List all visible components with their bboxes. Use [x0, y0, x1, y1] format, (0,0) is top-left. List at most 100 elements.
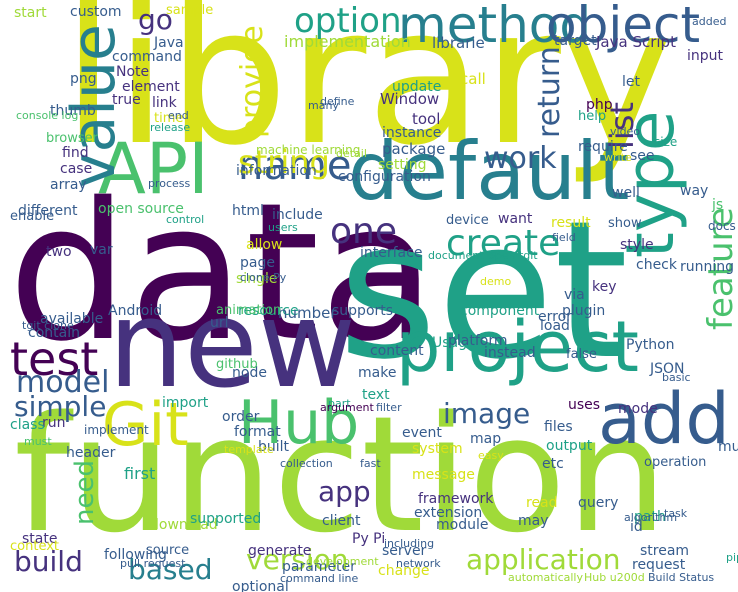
word-plugin: plugin [562, 303, 606, 319]
word-may: may [518, 513, 549, 529]
word-default: default [348, 125, 630, 218]
word-image: image [443, 397, 531, 430]
word-input: input [687, 48, 724, 64]
word-enable: enable [10, 209, 55, 224]
word-thumb: thumb [50, 103, 96, 119]
word-request: request [632, 557, 686, 573]
word-built: built [258, 439, 290, 455]
word-text: text [362, 387, 390, 403]
word-application: application [466, 543, 621, 576]
word-version: version [246, 543, 349, 576]
word-video: video [610, 125, 641, 138]
word-running: running [680, 259, 735, 275]
word-page: page [240, 255, 275, 271]
word-client: client [322, 513, 361, 529]
word-command-line: command line [280, 572, 359, 585]
word-following: following [104, 547, 167, 563]
word-new: new [108, 276, 357, 415]
word-create: create [446, 223, 561, 264]
word-java: Java [154, 35, 184, 51]
word-available: available [40, 311, 104, 327]
word-update: update [392, 79, 442, 95]
word-collection: collection [280, 457, 333, 470]
word-basic: basic [662, 371, 691, 384]
word-filter: filter [376, 401, 402, 414]
word-py-pi: Py Pi [352, 531, 386, 547]
word-python: Python [626, 337, 675, 353]
word-browser: browser [46, 131, 99, 146]
word-hub: Hub [238, 388, 360, 458]
word-window: Window [380, 90, 440, 108]
word-header: header [66, 445, 116, 461]
word-field: field [552, 231, 576, 244]
word-information: information [236, 163, 317, 179]
word-implement: implement [84, 423, 149, 437]
word-java-script: Java Script [596, 33, 676, 51]
word-simple: simple [14, 390, 107, 423]
word-let: let [622, 74, 640, 90]
word-return: return [532, 46, 567, 138]
word-open-tgit: open tgit [488, 249, 538, 262]
word-files: files [544, 419, 573, 435]
word-implementation: implementation [284, 32, 411, 51]
word-source: source [146, 543, 190, 558]
word-easy: easy [478, 449, 504, 462]
word-function: function [14, 381, 668, 568]
word-state: state [22, 531, 58, 547]
word-command: command [112, 49, 182, 65]
word-php: php [586, 97, 613, 113]
word-setting: setting [378, 157, 427, 173]
word-write: write [604, 151, 632, 164]
word-platform: platform [448, 333, 508, 349]
word-document: document [428, 249, 484, 262]
word-way: way [680, 183, 709, 199]
word-help: help [578, 109, 607, 124]
word-require: require [578, 139, 628, 155]
word-parameter: parameter [282, 559, 356, 575]
word-find: find [62, 145, 89, 161]
word-tgit-clone: tgit clone [22, 319, 74, 332]
word-supported: supported [190, 511, 262, 527]
word-result: result [551, 215, 591, 231]
word-android: Android [108, 303, 163, 319]
word-machine-learning: machine learning [256, 143, 361, 157]
word-instance: instance [382, 125, 442, 141]
word-animation: animation [216, 303, 282, 318]
word-instead: instead [484, 345, 536, 361]
word-docs-examples: docs examples [708, 219, 738, 233]
word-uses: uses [568, 397, 601, 413]
word-template: template [224, 443, 274, 456]
word-custom: custom [70, 4, 122, 20]
word-algorithm: algorithm [624, 511, 678, 524]
word-json: JSON [650, 361, 685, 377]
word-include: include [272, 207, 323, 223]
word-task: task [664, 507, 688, 520]
word-many: many [308, 99, 339, 112]
word-case: case [60, 161, 93, 177]
word-name: name [238, 143, 352, 189]
word-api: API [98, 128, 209, 210]
word-project: project [396, 306, 639, 388]
word-path: path [634, 509, 666, 525]
word-element: element [122, 79, 180, 95]
word-false: false [566, 347, 597, 362]
word-number: number [278, 304, 337, 322]
word-sample: sample [166, 3, 214, 18]
word-context: context [10, 539, 59, 554]
word-development: development [306, 555, 379, 568]
word-set: set [338, 180, 629, 401]
word-clone-py: clone Py [240, 271, 287, 284]
word-true: true [112, 92, 141, 108]
word-id: id [630, 519, 643, 535]
word-time: time [154, 111, 184, 126]
word-string: string [238, 143, 330, 181]
word-stream: stream [640, 543, 690, 559]
word-server: server [382, 543, 427, 559]
word-release: release [150, 121, 191, 134]
word-see: see [630, 148, 655, 164]
word-network: network [396, 557, 441, 570]
word-app: app [318, 475, 371, 508]
word-pull-request: pull request [120, 557, 186, 570]
word-show: show [608, 216, 642, 231]
word-start: start [14, 5, 47, 21]
